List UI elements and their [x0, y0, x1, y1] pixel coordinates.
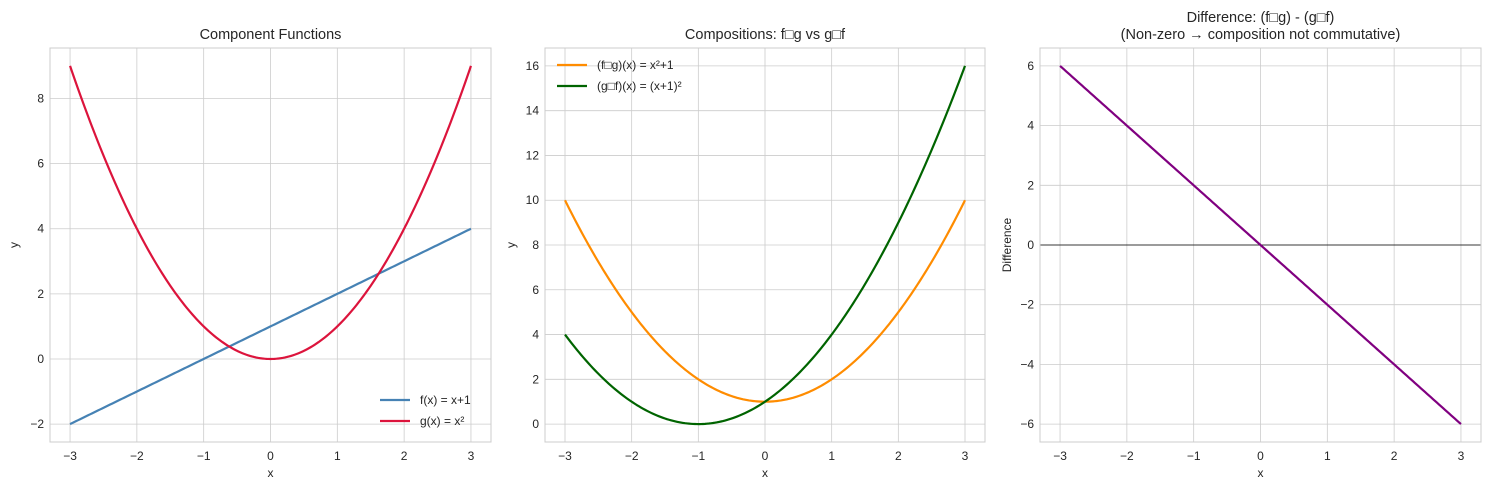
x-tick-label: −2 [130, 449, 144, 463]
y-tick-label: 4 [37, 222, 44, 236]
x-tick-label: 1 [1324, 449, 1331, 463]
y-axis-label: y [7, 242, 21, 248]
series-line-0 [1059, 65, 1462, 425]
x-tick-label: 3 [1458, 449, 1465, 463]
axes-frame [49, 47, 492, 443]
x-tick-label: −2 [1120, 449, 1134, 463]
x-tick-label: −1 [1187, 449, 1201, 463]
y-tick-label: 4 [532, 328, 539, 342]
legend-label: g(x) = x² [420, 414, 464, 428]
y-tick-label: 0 [37, 352, 44, 366]
legend-label: (f□g)(x) = x²+1 [597, 58, 674, 72]
legend: (f□g)(x) = x²+1 (g□f)(x) = (x+1)² [557, 58, 682, 93]
y-tick-label: −4 [1020, 357, 1034, 371]
y-tick-labels: −2 0 2 4 6 8 [30, 91, 44, 431]
legend: f(x) = x+1 g(x) = x² [380, 393, 471, 428]
x-tick-label: 2 [895, 449, 902, 463]
series-line-1 [564, 65, 967, 426]
y-tick-label: 0 [1027, 238, 1034, 252]
x-tick-label: 0 [1257, 449, 1264, 463]
x-tick-label: −1 [691, 449, 705, 463]
y-tick-label: 2 [37, 287, 44, 301]
y-tick-label: 6 [1027, 59, 1034, 73]
axes-frame [544, 47, 986, 443]
legend-label: f(x) = x+1 [420, 393, 471, 407]
y-tick-label: 8 [532, 238, 539, 252]
x-tick-labels: −3 −2 −1 0 1 2 3 [63, 449, 474, 463]
x-tick-label: 1 [334, 449, 341, 463]
y-tick-label: 2 [1027, 178, 1034, 192]
x-axis-label: x [762, 466, 768, 480]
y-tick-label: 4 [1027, 119, 1034, 133]
legend-label: (g□f)(x) = (x+1)² [597, 79, 682, 93]
x-tick-label: 2 [401, 449, 408, 463]
grid [50, 48, 491, 442]
y-tick-label: 6 [37, 157, 44, 171]
y-tick-label: 16 [526, 59, 540, 73]
x-tick-label: 3 [962, 449, 969, 463]
y-tick-label: 0 [532, 417, 539, 431]
x-tick-labels: −3 −2 −1 0 1 2 3 [1053, 449, 1464, 463]
y-axis-label: Difference [1000, 217, 1014, 272]
y-tick-labels: 0 2 4 6 8 10 12 14 16 [526, 59, 540, 431]
grid [545, 48, 985, 442]
y-axis-label: y [504, 242, 518, 248]
x-tick-label: 1 [828, 449, 835, 463]
x-tick-label: 0 [762, 449, 769, 463]
panel-component-functions: −3 −2 −1 0 1 2 3 −2 0 2 4 6 8 x y Component Functions f(… [7, 27, 492, 480]
y-tick-label: −2 [30, 417, 44, 431]
panel-difference: −3 −2 −1 0 1 2 3 −6 −4 −2 0 2 4 6 x Difference Differenc… [1000, 10, 1482, 480]
x-axis-label: x [1258, 466, 1264, 480]
chart-title: (Non-zero → composition not commutative) [1121, 27, 1401, 43]
y-tick-label: 14 [526, 104, 540, 118]
x-tick-label: 0 [267, 449, 274, 463]
y-tick-label: 2 [532, 372, 539, 386]
y-tick-label: 10 [526, 193, 540, 207]
y-tick-labels: −6 −4 −2 0 2 4 6 [1020, 59, 1034, 431]
x-tick-labels: −3 −2 −1 0 1 2 3 [558, 449, 969, 463]
x-tick-label: 3 [468, 449, 475, 463]
x-tick-label: −3 [1053, 449, 1067, 463]
chart-title: Difference: (f□g) - (g□f) [1187, 10, 1335, 26]
series-line-1 [69, 65, 472, 361]
axes-frame [1039, 47, 1482, 443]
x-tick-label: −3 [63, 449, 77, 463]
chart-title: Component Functions [200, 27, 342, 43]
chart-title: Compositions: f□g vs g□f [685, 27, 846, 43]
x-tick-label: −1 [197, 449, 211, 463]
y-tick-label: −2 [1020, 298, 1034, 312]
x-tick-label: −2 [625, 449, 639, 463]
y-tick-label: 8 [37, 91, 44, 105]
x-axis-label: x [268, 466, 274, 480]
x-tick-label: 2 [1391, 449, 1398, 463]
x-tick-label: −3 [558, 449, 572, 463]
series-line-0 [69, 227, 472, 426]
y-tick-label: 12 [526, 148, 540, 162]
y-tick-label: −6 [1020, 417, 1034, 431]
y-tick-label: 6 [532, 283, 539, 297]
